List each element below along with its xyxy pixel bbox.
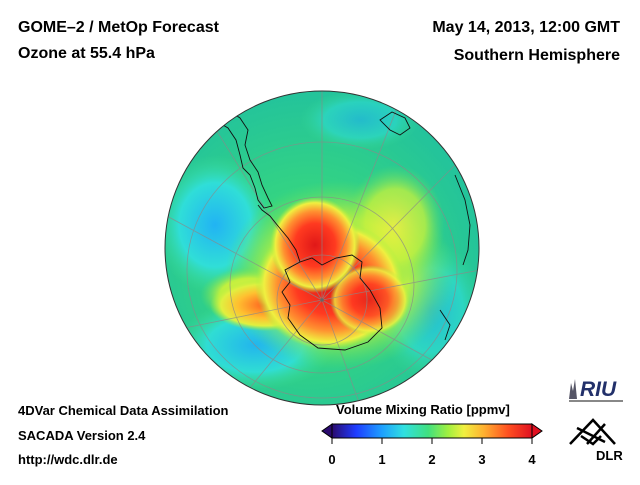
- dlr-mark-icon: [569, 418, 616, 446]
- title-line2: Ozone at 55.4 hPa: [18, 45, 155, 62]
- date-label: May 14, 2013, 12:00 GMT: [432, 19, 620, 36]
- colorbar-tick-1: 1: [378, 452, 386, 467]
- colorbar-title: Volume Mixing Ratio [ppmv]: [336, 402, 510, 417]
- riu-mark-icon: [569, 379, 577, 399]
- globe-outline: [164, 90, 480, 406]
- title-line1: GOME–2 / MetOp Forecast: [18, 19, 219, 36]
- dlr-logo: [565, 414, 621, 464]
- dlr-text: DLR: [596, 448, 623, 463]
- footer-line2: SACADA Version 2.4: [18, 428, 146, 443]
- colorbar-tick-3: 3: [478, 452, 486, 467]
- colorbar-min-arrow: [321, 423, 333, 439]
- region-label: Southern Hemisphere: [453, 47, 620, 64]
- colorbar-max-arrow: [531, 423, 543, 439]
- graticule: [165, 91, 479, 405]
- colorbar-tick-2: 2: [428, 452, 436, 467]
- colorbar-tick-0: 0: [328, 452, 336, 467]
- colorbar-tick-4: 4: [528, 452, 536, 467]
- riu-logo: RIU: [565, 371, 627, 405]
- globe-field: [165, 91, 479, 405]
- coastlines: [211, 107, 471, 351]
- footer-line1: 4DVar Chemical Data Assimilation: [18, 403, 229, 418]
- pole-marker: [320, 298, 324, 302]
- colorbar: [321, 423, 543, 444]
- footer-url: http://wdc.dlr.de: [18, 452, 118, 467]
- riu-text: RIU: [580, 378, 617, 401]
